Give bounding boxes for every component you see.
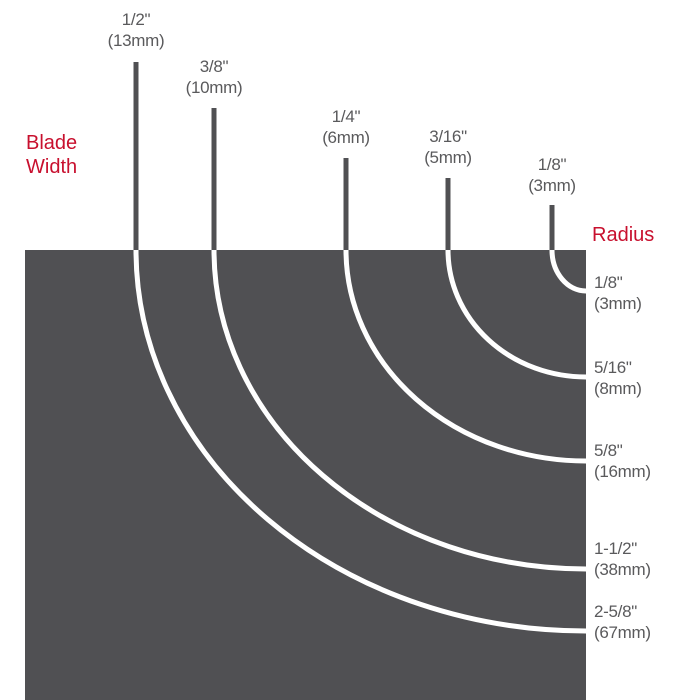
cut-arc-2 xyxy=(211,249,587,572)
blade-label-4: 3/16" (5mm) xyxy=(424,127,472,167)
material-block xyxy=(25,250,586,700)
blade-label-1: 1/2" (13mm) xyxy=(107,10,165,50)
blade-width-title: Blade Width xyxy=(26,131,77,179)
blade-label-2: 3/8" (10mm) xyxy=(185,57,243,97)
radius-label-5: 2-5/8" (67mm) xyxy=(594,602,651,642)
blade-label-3: 1/4" (6mm) xyxy=(322,107,370,147)
radius-label-3: 5/8" (16mm) xyxy=(594,441,651,481)
blade-label-5: 1/8" (3mm) xyxy=(528,155,576,195)
cut-arc-5 xyxy=(549,249,587,294)
cut-arc-1 xyxy=(133,249,587,634)
radius-label-1: 1/8" (3mm) xyxy=(594,273,642,313)
cut-arc-3 xyxy=(343,249,587,464)
radius-label-2: 5/16" (8mm) xyxy=(594,358,642,398)
radius-label-4: 1-1/2" (38mm) xyxy=(594,539,651,579)
cut-arc-4 xyxy=(445,249,587,380)
blade-width-title-line2: Width xyxy=(26,156,78,178)
blade-width-title-line1: Blade xyxy=(26,132,78,154)
radius-title: Radius xyxy=(592,224,655,246)
